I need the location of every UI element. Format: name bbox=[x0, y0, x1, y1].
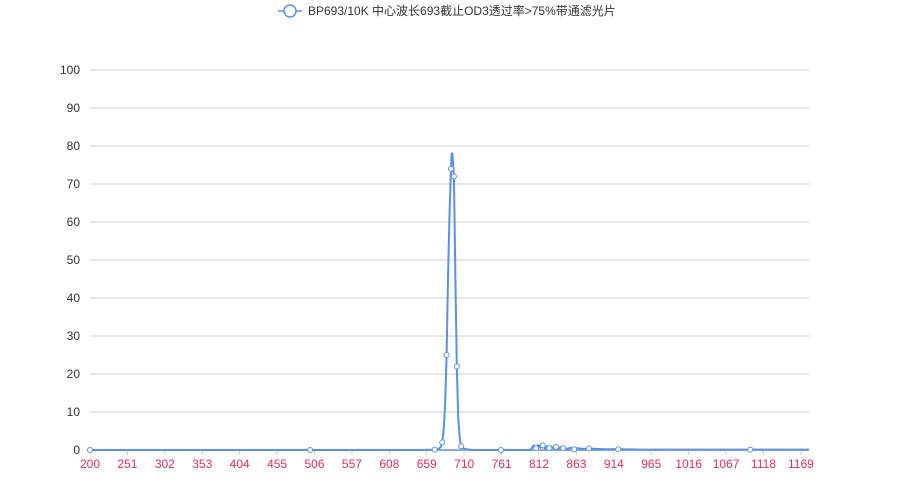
data-point[interactable] bbox=[571, 446, 578, 453]
y-tick-label: 90 bbox=[67, 101, 81, 115]
y-tick-label: 40 bbox=[67, 291, 81, 305]
x-tick-label: 200 bbox=[80, 457, 100, 471]
x-tick-label: 761 bbox=[492, 457, 512, 471]
x-tick-label: 608 bbox=[379, 457, 399, 471]
x-tick-label: 1016 bbox=[675, 457, 702, 471]
x-tick-label: 812 bbox=[529, 457, 549, 471]
grid bbox=[90, 69, 809, 413]
x-axis-tick-labels: 200 251 302 353 404 455 506 557 608 659 710 761 812 8… bbox=[80, 457, 814, 471]
data-point[interactable] bbox=[615, 446, 622, 453]
y-tick-label: 50 bbox=[67, 253, 81, 267]
data-point[interactable] bbox=[560, 445, 567, 452]
x-tick-label: 1067 bbox=[713, 457, 740, 471]
data-point[interactable] bbox=[552, 444, 559, 450]
data-point[interactable] bbox=[497, 447, 504, 453]
y-tick-label: 100 bbox=[60, 63, 80, 77]
data-point[interactable] bbox=[546, 445, 553, 452]
x-tick-label: 965 bbox=[641, 457, 661, 471]
x-tick-label: 1169 bbox=[788, 457, 814, 471]
legend[interactable]: BP693/10K 中心波长693截止OD3透过率>75%带通滤光片 bbox=[278, 3, 616, 18]
data-point[interactable] bbox=[585, 445, 592, 452]
series-line bbox=[90, 152, 809, 451]
y-tick-label: 10 bbox=[67, 405, 81, 419]
y-tick-label: 20 bbox=[67, 367, 81, 381]
series-layer bbox=[87, 152, 809, 453]
data-point[interactable] bbox=[431, 446, 438, 453]
data-point[interactable] bbox=[443, 352, 450, 358]
x-tick-label: 506 bbox=[304, 457, 324, 471]
data-point[interactable] bbox=[533, 445, 540, 452]
data-point[interactable] bbox=[450, 173, 457, 180]
x-tick-label: 914 bbox=[604, 457, 624, 471]
x-tick-label: 353 bbox=[192, 457, 212, 471]
x-tick-label: 251 bbox=[117, 457, 137, 471]
x-tick-label: 557 bbox=[342, 457, 362, 471]
x-tick-label: 659 bbox=[417, 457, 437, 471]
y-axis-tick-labels: 0 10 20 30 40 50 60 70 80 90 100 bbox=[60, 63, 80, 457]
y-tick-label: 0 bbox=[73, 443, 80, 457]
x-tick-label: 863 bbox=[566, 457, 586, 471]
x-tick-label: 455 bbox=[267, 457, 287, 471]
legend-marker-icon bbox=[283, 4, 297, 18]
data-point[interactable] bbox=[439, 439, 446, 446]
data-point[interactable] bbox=[458, 443, 465, 450]
x-tick-label: 302 bbox=[155, 457, 175, 471]
x-tick-label: 404 bbox=[230, 457, 250, 471]
data-point[interactable] bbox=[747, 446, 754, 453]
data-point[interactable] bbox=[539, 442, 546, 449]
legend-label: BP693/10K 中心波长693截止OD3透过率>75%带通滤光片 bbox=[308, 3, 616, 18]
y-tick-label: 60 bbox=[67, 215, 81, 229]
data-point[interactable] bbox=[448, 165, 454, 172]
y-tick-label: 70 bbox=[67, 177, 81, 191]
y-tick-label: 80 bbox=[67, 139, 81, 153]
y-tick-label: 30 bbox=[67, 329, 81, 343]
data-point[interactable] bbox=[87, 447, 93, 453]
x-tick-label: 710 bbox=[454, 457, 474, 471]
data-point[interactable] bbox=[453, 363, 460, 370]
data-point[interactable] bbox=[307, 447, 314, 453]
x-tick-label: 1118 bbox=[751, 457, 776, 471]
